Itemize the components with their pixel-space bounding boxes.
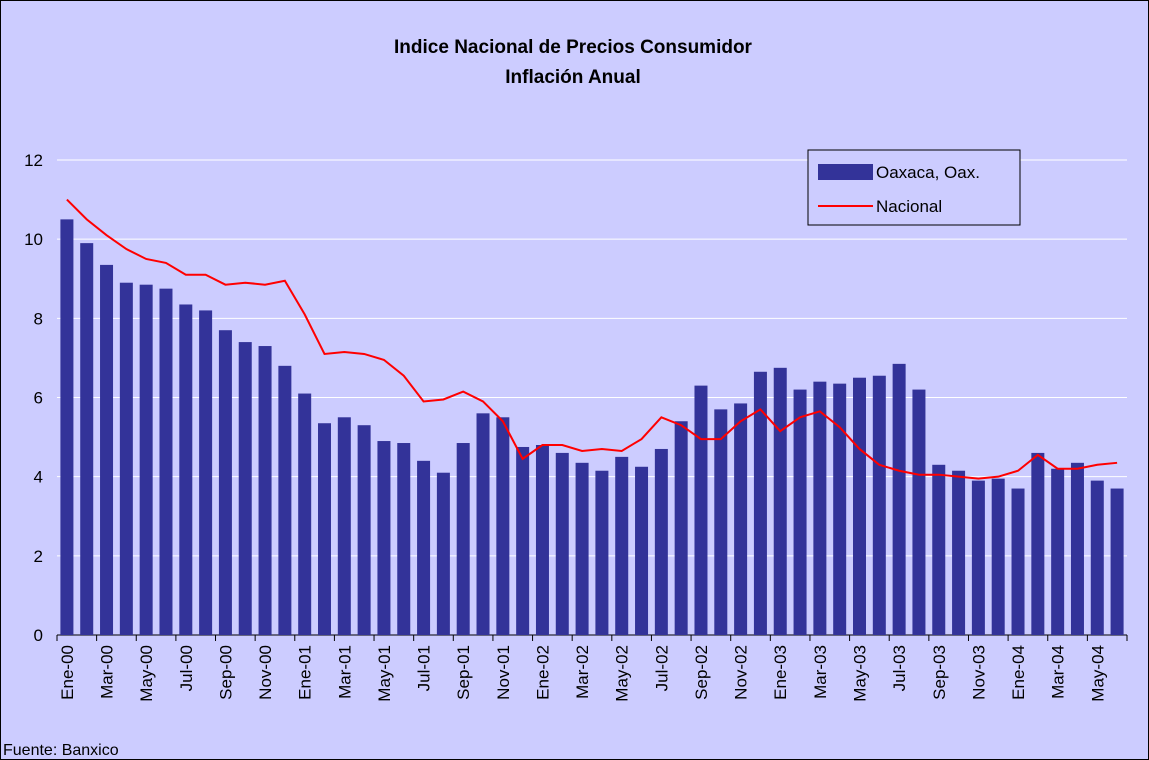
bar [1051,468,1065,635]
x-tick-label: May-03 [851,645,870,702]
x-tick-label: Mar-02 [573,645,592,699]
y-tick-label: 4 [34,468,43,487]
x-tick-label: Mar-04 [1049,645,1068,699]
legend-box [807,149,1021,226]
x-tick-label: May-04 [1088,645,1107,702]
bar [298,393,312,635]
bar [555,452,569,635]
x-tick-label: Jul-02 [652,645,671,691]
x-tick-label: May-02 [613,645,632,702]
bar [952,470,966,635]
bar [397,443,411,635]
x-tick-label: Nov-00 [256,645,275,700]
x-tick-label: Mar-03 [811,645,830,699]
bar [872,375,886,635]
y-tick-label: 8 [34,309,43,328]
y-tick-label: 6 [34,389,43,408]
bar [258,346,272,635]
bar [535,445,549,635]
bar [417,460,431,635]
bar [575,462,589,635]
x-tick-label: Jul-00 [177,645,196,691]
x-tick-label: Sep-01 [454,645,473,700]
bar [753,371,767,635]
x-tick-label: Ene-01 [296,645,315,700]
y-tick-label: 0 [34,626,43,645]
x-tick-label: Nov-02 [732,645,751,700]
bar [357,425,371,635]
bar [516,446,530,635]
bar [813,381,827,635]
bar [80,243,94,635]
x-tick-label: Mar-01 [335,645,354,699]
bar [119,282,133,635]
bar [1011,488,1025,635]
bar [654,448,668,635]
chart-subtitle: Inflación Anual [505,67,640,88]
bar [60,219,74,635]
x-tick-label: Ene-03 [771,645,790,700]
x-tick-label: Nov-01 [494,645,513,700]
bar [1070,462,1084,635]
line [66,198,1118,480]
bar [912,389,926,635]
bar [773,367,787,635]
bar [496,417,510,635]
bar [932,464,946,635]
x-tick-label: Sep-00 [216,645,235,700]
x-tick-label: May-01 [375,645,394,702]
bar [1090,480,1104,635]
bar [635,466,649,635]
x-tick-label: Jul-01 [415,645,434,691]
bar [436,472,450,635]
bar [971,480,985,635]
bar [278,365,292,635]
bar [1110,488,1124,635]
chart-title: Indice Nacional de Precios Consumidor [394,37,753,58]
legend-label: Nacional [876,197,942,216]
bar [238,342,252,635]
bar [199,310,213,635]
x-tick-label: Ene-04 [1009,645,1028,700]
bar [218,330,232,635]
x-tick-label: Ene-02 [533,645,552,700]
bar [159,288,173,635]
legend-label: Oaxaca, Oax. [876,163,980,182]
bar [377,441,391,635]
x-tick-label: Nov-03 [969,645,988,700]
bar [991,478,1005,635]
x-tick-label: Sep-03 [930,645,949,700]
x-tick-label: Jul-03 [890,645,909,691]
bar [714,409,728,635]
bar [892,363,906,635]
bar [595,470,609,635]
bar [615,456,629,635]
bar [476,413,490,635]
legend-swatch [818,164,873,180]
bar [853,377,866,635]
y-tick-label: 2 [34,547,43,566]
bar [1031,452,1045,635]
x-tick-label: Sep-02 [692,645,711,700]
x-tick-label: Mar-00 [98,645,117,699]
bar [337,417,351,635]
x-tick-label: Ene-00 [58,645,77,700]
bar [139,284,153,635]
x-tick-label: May-00 [137,645,156,702]
y-tick-label: 10 [24,230,43,249]
bar [793,389,807,635]
bar [694,385,708,635]
bar [318,423,331,635]
bar [674,421,688,635]
bar [734,403,748,635]
bar [100,264,114,635]
y-tick-label: 12 [24,151,43,170]
source-note: Fuente: Banxico [3,742,119,759]
bar [456,443,470,635]
bar [833,383,847,635]
bar [179,304,193,635]
